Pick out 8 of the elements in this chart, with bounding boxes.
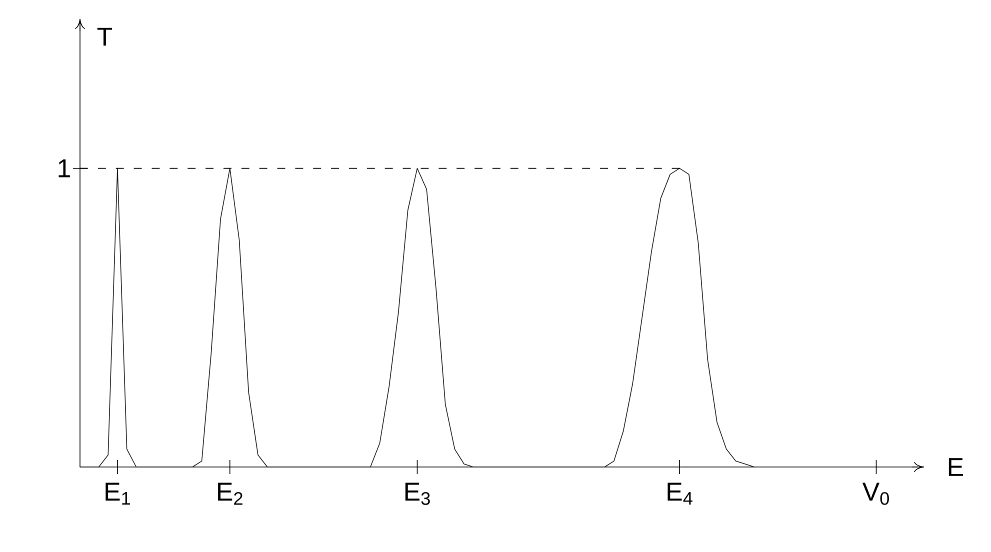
y-axis-title: T [97, 28, 112, 46]
x-tick-label: E$_{1}$ [106, 482, 130, 505]
x-tick-label: E$_{4}$ [668, 482, 692, 505]
x-tick-label: V$_{0}$ [862, 482, 889, 505]
x-tick-label: E$_{2}$ [218, 482, 242, 505]
x-axis-title: E [948, 458, 963, 476]
x-tick-label: E$_{3}$ [405, 482, 430, 505]
ref-line-label: 1 [58, 159, 70, 178]
